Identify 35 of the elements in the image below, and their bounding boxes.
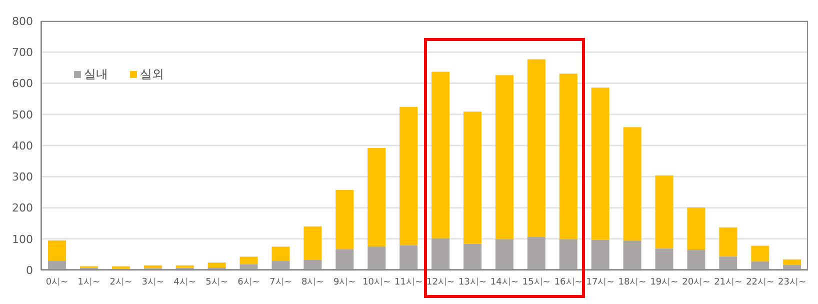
x-tick-label: 19시~: [650, 277, 678, 288]
x-tick-label: 3시~: [142, 277, 164, 288]
legend-label: 실내: [83, 66, 108, 83]
legend-label: 실외: [139, 66, 164, 83]
y-tick-label: 100: [12, 232, 33, 246]
x-tick-label: 13시~: [458, 277, 486, 288]
x-tick-label: 16시~: [554, 277, 582, 288]
x-tick-label: 18시~: [618, 277, 646, 288]
x-tick-label: 22시~: [746, 277, 774, 288]
x-tick-label: 4시~: [174, 277, 196, 288]
x-tick-label: 8시~: [302, 277, 324, 288]
x-tick-label: 7시~: [270, 277, 292, 288]
y-tick-label: 0: [26, 264, 33, 277]
x-tick-label: 0시~: [46, 277, 68, 288]
y-tick-label: 700: [12, 46, 33, 60]
x-tick-label: 23시~: [778, 277, 806, 288]
x-tick-label: 14시~: [490, 277, 518, 288]
x-tick-label: 12시~: [426, 277, 454, 288]
x-tick-label: 6시~: [238, 277, 260, 288]
x-tick-label: 9시~: [333, 277, 356, 288]
x-tick-label: 21시~: [714, 277, 742, 288]
y-tick-label: 800: [12, 14, 33, 28]
x-tick-label: 2시~: [110, 277, 132, 288]
x-tick-label: 15시~: [522, 277, 550, 288]
y-tick-label: 400: [12, 139, 33, 152]
x-tick-label: 11시~: [394, 277, 423, 288]
x-tick-label: 5시~: [206, 277, 228, 288]
y-tick-label: 600: [12, 77, 33, 90]
x-tick-label: 1시~: [78, 277, 100, 288]
y-tick-label: 200: [12, 202, 33, 215]
x-tick-label: 17시~: [586, 277, 614, 288]
y-tick-label: 500: [12, 108, 33, 122]
y-tick-label: 300: [12, 170, 33, 184]
x-tick-label: 20시~: [682, 277, 710, 288]
x-tick-label: 10시~: [362, 277, 391, 288]
